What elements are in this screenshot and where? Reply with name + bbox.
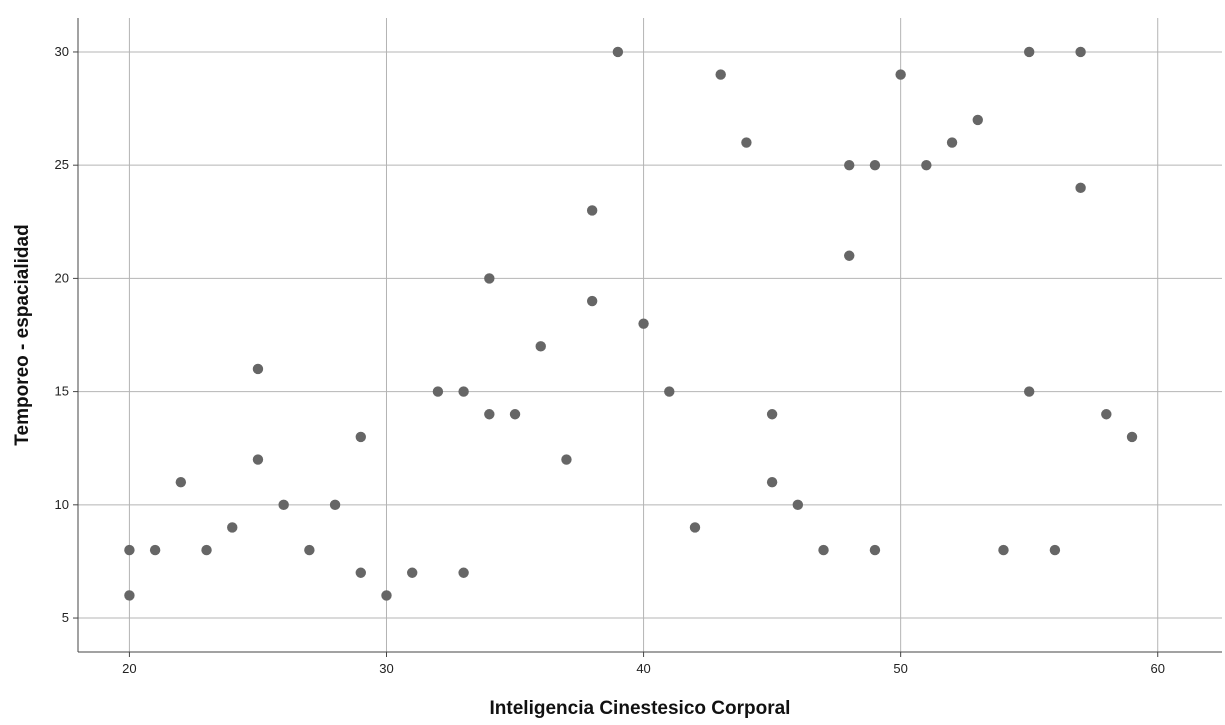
tick-labels: 20 30 40 50 60 5 10 15 20 25 30: [55, 44, 1165, 676]
x-tick-label: 30: [379, 661, 393, 676]
data-point: [869, 159, 881, 171]
y-tick-label: 25: [55, 157, 69, 172]
axes: [73, 18, 1222, 657]
data-point: [1101, 409, 1112, 420]
y-tick-label: 5: [62, 610, 69, 625]
data-point: [227, 522, 238, 533]
data-point: [586, 295, 598, 307]
data-point: [175, 476, 187, 488]
data-point: [869, 544, 881, 556]
data-point: [1023, 46, 1035, 58]
data-point: [998, 544, 1009, 556]
y-axis-title: Temporeo - espacialidad: [12, 224, 33, 445]
data-point: [252, 454, 264, 465]
x-tick-label: 40: [636, 661, 650, 676]
data-points: [124, 46, 1138, 601]
data-point: [844, 159, 855, 171]
data-point: [1126, 431, 1138, 443]
data-point: [355, 431, 366, 443]
data-point: [586, 205, 598, 216]
data-point: [946, 137, 958, 148]
data-point: [638, 318, 649, 329]
data-point: [355, 567, 366, 578]
grid-lines: [78, 18, 1222, 652]
data-point: [1075, 182, 1086, 194]
data-point: [381, 590, 392, 601]
data-point: [458, 567, 469, 578]
data-point: [484, 409, 495, 420]
data-point: [149, 544, 161, 556]
data-point: [741, 137, 752, 148]
x-axis-title: Inteligencia Cinestesico Corporal: [490, 698, 791, 719]
x-tick-label: 60: [1150, 661, 1164, 676]
y-tick-label: 30: [55, 44, 69, 59]
data-point: [844, 250, 855, 261]
data-point: [818, 544, 829, 556]
data-point: [407, 567, 418, 578]
y-tick-label: 20: [55, 270, 69, 285]
data-point: [715, 69, 726, 80]
data-point: [535, 341, 546, 352]
data-point: [561, 454, 572, 465]
data-point: [124, 544, 135, 556]
data-point: [664, 386, 675, 397]
data-point: [458, 386, 469, 397]
data-point: [921, 159, 932, 171]
data-point: [689, 522, 701, 533]
data-point: [792, 499, 804, 511]
data-point: [329, 499, 341, 511]
data-point: [124, 590, 135, 601]
data-point: [432, 386, 444, 397]
x-tick-label: 50: [893, 661, 907, 676]
data-point: [895, 69, 906, 80]
data-point: [972, 114, 983, 126]
data-point: [278, 499, 289, 511]
data-point: [766, 476, 778, 488]
data-point: [766, 409, 778, 420]
x-tick-label: 20: [122, 661, 136, 676]
data-point: [1075, 46, 1086, 58]
data-point: [201, 544, 212, 556]
data-point: [509, 409, 521, 420]
data-point: [304, 544, 315, 556]
data-point: [1023, 386, 1035, 397]
y-tick-label: 10: [55, 497, 69, 512]
data-point: [484, 273, 495, 284]
data-point: [252, 363, 264, 375]
data-point: [1049, 544, 1061, 556]
data-point: [612, 46, 624, 58]
y-tick-label: 15: [55, 384, 69, 399]
